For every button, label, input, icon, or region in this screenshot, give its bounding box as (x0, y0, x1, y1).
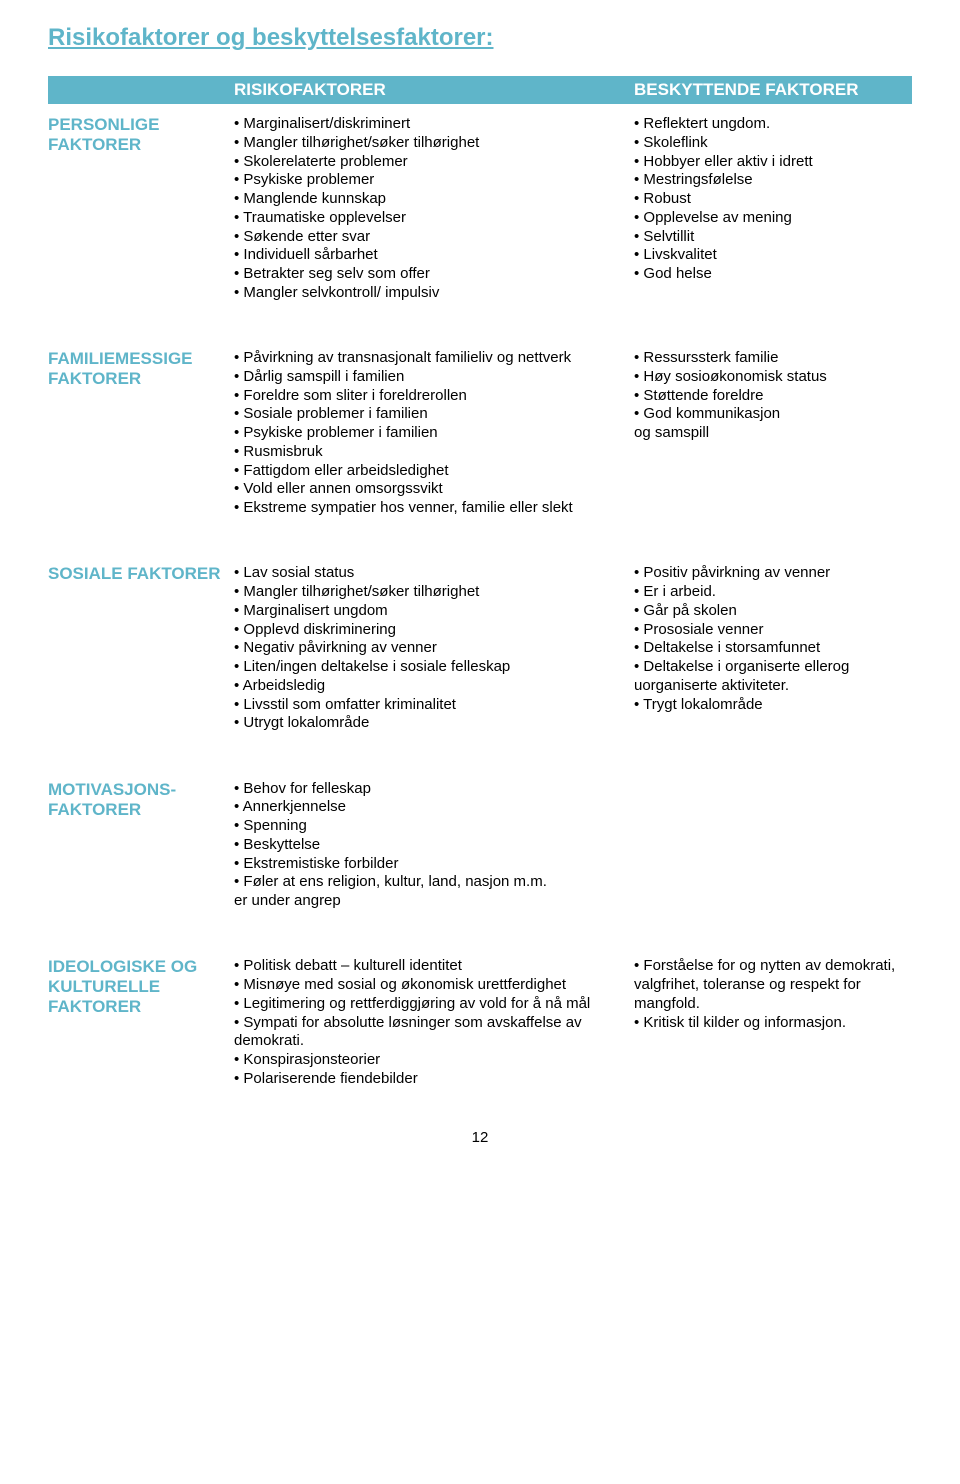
header-protect: BESKYTTENDE FAKTORER (626, 76, 912, 105)
table-row: MOTIVASJONS-FAKTORER • Behov for fellesk… (48, 769, 912, 921)
protect-family: • Ressurssterk familie• Høy sosioøkonomi… (626, 339, 912, 528)
table-row: FAMILIEMESSIGE FAKTORER • Påvirkning av … (48, 339, 912, 528)
table-row: PERSONLIGE FAKTORER • Marginalisert/disk… (48, 105, 912, 313)
protect-motivation (626, 769, 912, 921)
protect-ideological: • Forståelse for og nytten av demokrati,… (626, 947, 912, 1099)
table-row: SOSIALE FAKTORER • Lav sosial status• Ma… (48, 554, 912, 743)
row-label-ideological: IDEOLOGISKE OG KULTURELLE FAKTORER (48, 947, 226, 1099)
risk-personal: • Marginalisert/diskriminert• Mangler ti… (226, 105, 626, 313)
spacer-row (48, 743, 912, 769)
page-number: 12 (48, 1129, 912, 1146)
spacer-row (48, 528, 912, 554)
protect-personal: • Reflektert ungdom.• Skoleflink• Hobbye… (626, 105, 912, 313)
page-title: Risikofaktorer og beskyttelsesfaktorer: (48, 24, 912, 52)
header-risk: RISIKOFAKTORER (226, 76, 626, 105)
row-label-family: FAMILIEMESSIGE FAKTORER (48, 339, 226, 528)
factors-table: RISIKOFAKTORER BESKYTTENDE FAKTORER PERS… (48, 76, 912, 1099)
risk-social: • Lav sosial status• Mangler tilhørighet… (226, 554, 626, 743)
row-label-social: SOSIALE FAKTORER (48, 554, 226, 743)
spacer-row (48, 921, 912, 947)
row-label-motivation: MOTIVASJONS-FAKTORER (48, 769, 226, 921)
risk-ideological: • Politisk debatt – kulturell identitet•… (226, 947, 626, 1099)
risk-motivation: • Behov for felleskap• Annerkjennelse• S… (226, 769, 626, 921)
header-blank (48, 76, 226, 105)
table-row: IDEOLOGISKE OG KULTURELLE FAKTORER • Pol… (48, 947, 912, 1099)
row-label-personal: PERSONLIGE FAKTORER (48, 105, 226, 313)
table-header-row: RISIKOFAKTORER BESKYTTENDE FAKTORER (48, 76, 912, 105)
risk-family: • Påvirkning av transnasjonalt familieli… (226, 339, 626, 528)
spacer-row (48, 313, 912, 339)
protect-social: • Positiv påvirkning av venner• Er i arb… (626, 554, 912, 743)
